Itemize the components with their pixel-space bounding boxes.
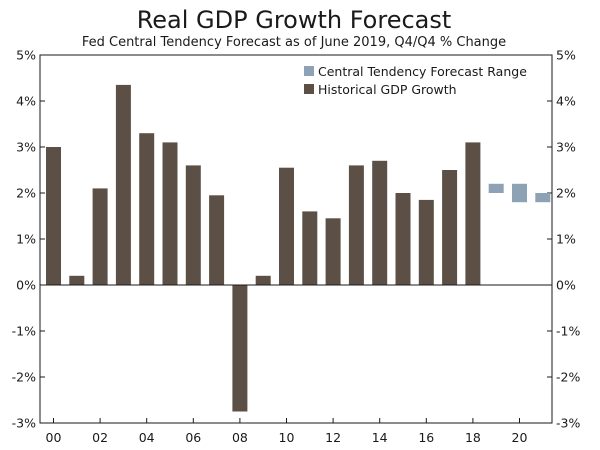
left-y-tick-label: 3% <box>16 140 36 155</box>
x-tick-label: 16 <box>418 430 434 445</box>
legend-label-forecast: Central Tendency Forecast Range <box>318 64 527 79</box>
left-y-tick-label: 0% <box>16 278 36 293</box>
right-y-axis: 5% 4% 3% 2% 1% 0% -1% -2% -3% <box>547 48 580 431</box>
bar-2003 <box>115 84 131 286</box>
bar-2005 <box>162 142 178 285</box>
left-y-tick-label: -2% <box>12 370 36 385</box>
right-y-tick-label: 2% <box>556 186 576 201</box>
right-y-tick-label: -3% <box>556 416 580 431</box>
bar-2007 <box>209 195 225 285</box>
x-tick-label: 14 <box>372 430 388 445</box>
forecast-ranges <box>488 183 551 203</box>
right-y-tick-label: 5% <box>556 48 576 63</box>
bar-2015 <box>395 193 411 285</box>
right-y-tick-label: 1% <box>556 232 576 247</box>
bar-2000 <box>46 147 61 285</box>
bar-2010 <box>279 167 294 285</box>
x-tick-label: 06 <box>185 430 201 445</box>
right-y-tick-label: 4% <box>556 94 576 109</box>
chart-subtitle: Fed Central Tendency Forecast as of June… <box>82 35 506 50</box>
x-tick-label: 18 <box>465 430 481 445</box>
x-tick-label: 12 <box>325 430 341 445</box>
bar-2002 <box>92 188 108 285</box>
bar-2016 <box>418 199 434 285</box>
left-y-tick-label: 4% <box>16 94 36 109</box>
bar-2014 <box>372 160 388 285</box>
bar-2018 <box>465 142 481 285</box>
bar-2008 <box>232 285 248 412</box>
bar-2009 <box>255 275 271 285</box>
historical-bars <box>46 84 481 412</box>
bar-2012 <box>325 218 341 285</box>
left-y-tick-label: 2% <box>16 186 36 201</box>
left-y-tick-label: 1% <box>16 232 36 247</box>
x-tick-label: 20 <box>512 430 528 445</box>
x-tick-label: 04 <box>139 430 155 445</box>
right-y-tick-label: 0% <box>556 278 576 293</box>
bar-2001 <box>69 275 85 285</box>
legend-label-historical: Historical GDP Growth <box>318 82 457 97</box>
forecast-range-2021 <box>535 193 551 203</box>
legend-swatch-forecast <box>304 66 314 76</box>
bar-2017 <box>442 170 458 285</box>
left-y-tick-label: -3% <box>12 416 36 431</box>
right-y-tick-label: -1% <box>556 324 580 339</box>
left-y-axis: 5% 4% 3% 2% 1% 0% -1% -2% -3% <box>12 48 45 431</box>
legend: Central Tendency Forecast Range Historic… <box>304 64 527 97</box>
left-y-tick-label: 5% <box>16 48 36 63</box>
chart-title: Real GDP Growth Forecast <box>137 6 452 34</box>
bar-2004 <box>139 133 155 285</box>
x-tick-label: 00 <box>46 430 62 445</box>
left-y-tick-label: -1% <box>12 324 36 339</box>
right-y-tick-label: -2% <box>556 370 580 385</box>
x-tick-label: 08 <box>232 430 248 445</box>
x-tick-label: 02 <box>92 430 108 445</box>
forecast-range-2020 <box>512 183 527 203</box>
bar-2006 <box>185 165 201 285</box>
forecast-range-2019 <box>488 183 504 193</box>
x-tick-label: 10 <box>279 430 295 445</box>
legend-swatch-historical <box>304 84 314 94</box>
bar-2011 <box>302 211 318 285</box>
x-axis: 00 02 04 06 08 10 12 14 16 18 20 <box>46 418 528 445</box>
bar-2013 <box>348 165 364 285</box>
right-y-tick-label: 3% <box>556 140 576 155</box>
